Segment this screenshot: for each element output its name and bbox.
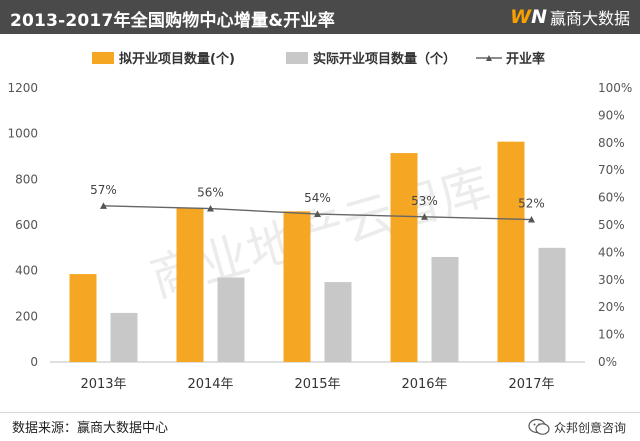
line-data-label: 54% (304, 191, 331, 205)
y-left-tick-label: 200 (15, 309, 38, 323)
y-right-tick-label: 30% (598, 273, 625, 287)
chart-title: 2013-2017年全国购物中心增量&开业率 (10, 11, 335, 31)
bar-planned (497, 141, 525, 362)
account-signature: 众邦创意咨询 (528, 418, 626, 436)
bar-actual (110, 312, 138, 362)
y-left-tick-label: 800 (15, 172, 38, 186)
chart-area: 商业地产云智库0200400600800100012000%10%20%30%4… (7, 51, 632, 392)
brand-mark: WN (510, 6, 547, 28)
legend-swatch-planned (92, 52, 114, 64)
line-point (207, 205, 214, 212)
line-data-label: 52% (518, 197, 545, 211)
x-tick-label: 2015年 (294, 377, 340, 392)
y-right-tick-label: 20% (598, 300, 625, 314)
y-left-tick-label: 0 (30, 355, 38, 369)
brand-logo: WN 赢商大数据 (510, 5, 630, 29)
y-left-tick-label: 1000 (7, 127, 38, 141)
bar-planned (390, 153, 418, 362)
x-tick-label: 2014年 (187, 377, 233, 392)
footer: 数据来源：赢商大数据中心 众邦创意咨询 (0, 412, 640, 441)
line-point (421, 213, 428, 220)
brand-name: 赢商大数据 (549, 9, 630, 28)
y-right-tick-label: 100% (598, 81, 632, 95)
data-source: 数据来源：赢商大数据中心 (12, 421, 169, 436)
bar-planned (283, 211, 311, 362)
header-bar: 2013-2017年全国购物中心增量&开业率 WN 赢商大数据 (0, 0, 640, 34)
y-right-tick-label: 10% (598, 328, 625, 342)
brand-mark-w: W (510, 6, 532, 28)
line-data-label: 53% (411, 194, 438, 208)
bar-actual (431, 256, 459, 362)
y-right-tick-label: 70% (598, 163, 625, 177)
legend-marker-line (486, 55, 492, 61)
brand-mark-n: N (531, 6, 547, 28)
line-point (100, 202, 107, 209)
x-tick-label: 2013年 (80, 377, 126, 392)
x-tick-label: 2017年 (508, 377, 554, 392)
line-point (528, 216, 535, 223)
account-name: 众邦创意咨询 (553, 420, 626, 435)
bar-actual (538, 247, 566, 362)
bar-actual (324, 282, 352, 362)
line-data-label: 56% (197, 186, 224, 200)
y-right-tick-label: 80% (598, 136, 625, 150)
y-left-tick-label: 400 (15, 264, 38, 278)
y-right-tick-label: 0% (598, 355, 617, 369)
x-tick-label: 2016年 (401, 377, 447, 392)
y-right-tick-label: 50% (598, 218, 625, 232)
y-left-tick-label: 600 (15, 218, 38, 232)
y-right-tick-label: 40% (598, 245, 625, 259)
bar-planned (69, 274, 97, 362)
y-right-tick-label: 90% (598, 108, 625, 122)
line-data-label: 57% (90, 183, 117, 197)
legend-label-actual: 实际开业项目数量（个） (313, 51, 456, 67)
wechat-icon (528, 418, 550, 435)
legend-label-line: 开业率 (506, 51, 545, 67)
bar-planned (176, 207, 204, 362)
legend-swatch-actual (286, 52, 308, 64)
bar-actual (217, 277, 245, 362)
line-point (314, 210, 321, 218)
legend-label-planned: 拟开业项目数量(个) (119, 51, 235, 67)
y-left-tick-label: 1200 (7, 81, 38, 95)
y-right-tick-label: 60% (598, 191, 625, 205)
